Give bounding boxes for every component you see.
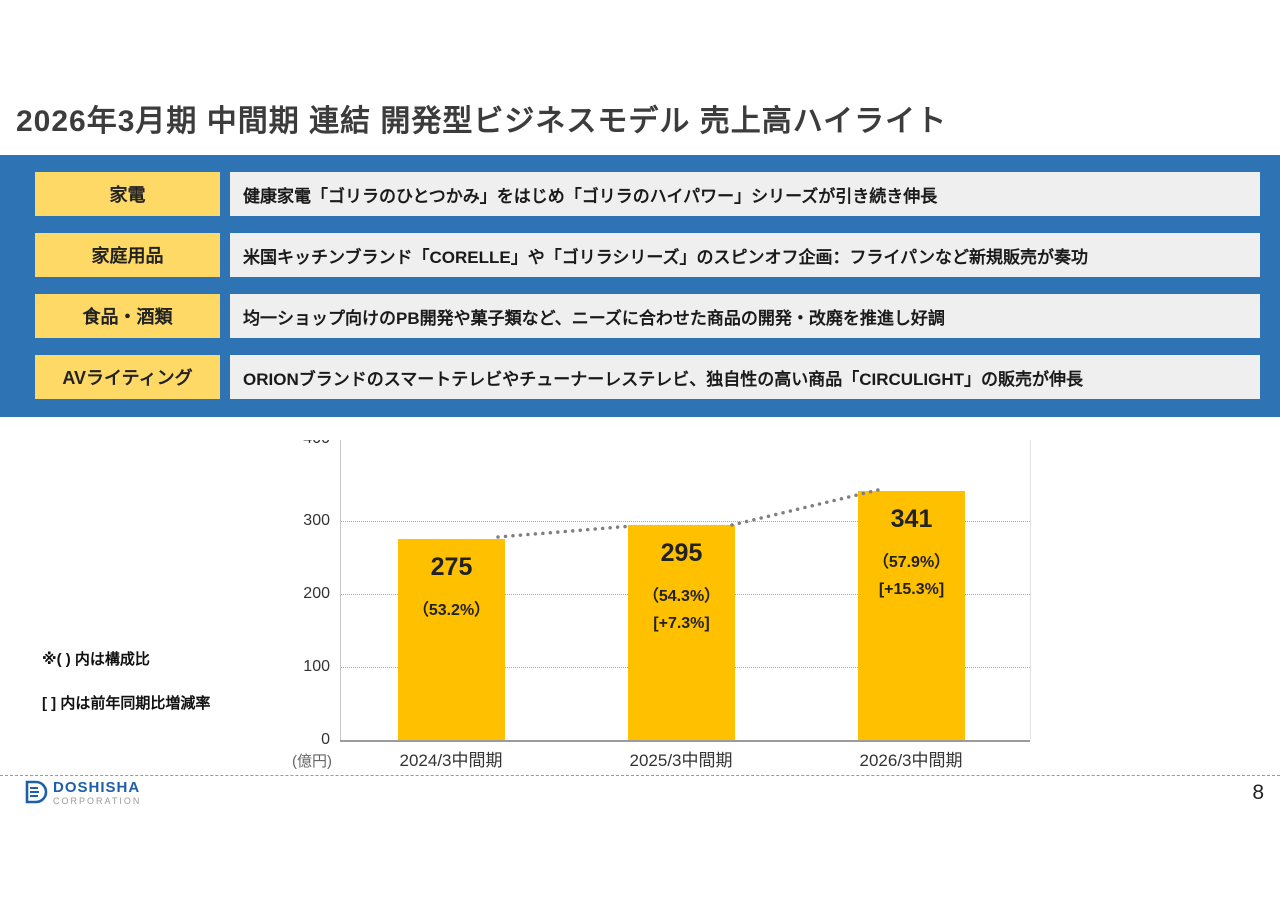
category-description: 均一ショップ向けのPB開発や菓子類など、ニーズに合わせた商品の開発・改廃を推進し…	[230, 294, 1260, 338]
note-yoy: [ ] 内は前年同期比増減率	[42, 695, 211, 712]
y-axis-line	[340, 440, 341, 740]
highlight-row-appliances: 家電 健康家電「ゴリラのひとつかみ」をはじめ「ゴリラのハイパワー」シリーズが引き…	[35, 172, 1260, 216]
plot-right-border	[1030, 440, 1031, 740]
y-axis-unit: (億円)	[292, 753, 332, 770]
footer-divider	[0, 775, 1280, 776]
x-axis-line	[340, 740, 1030, 742]
category-label: 家庭用品	[35, 233, 220, 277]
bar-share: （54.3%）	[642, 588, 721, 605]
page-title: 2026年3月期 中間期 連結 開発型ビジネスモデル 売上高ハイライト	[16, 105, 948, 138]
sales-bar-chart: 400 300 200 100 0 275 （53.2%） 295 （54.3%…	[280, 440, 1040, 775]
y-tick-300: 300	[303, 512, 330, 529]
logo-subtext: CORPORATION	[53, 795, 142, 806]
bar-yoy: [+15.3%]	[878, 581, 945, 598]
bar-2024: 275 （53.2%）	[398, 539, 505, 740]
bar-2026: 341 （57.9%） [+15.3%]	[858, 491, 965, 740]
note-composition: ※( ) 内は構成比	[42, 651, 150, 668]
category-label: AVライティング	[35, 355, 220, 399]
y-tick-400: 400	[280, 440, 330, 448]
bar-value: 341	[890, 505, 933, 533]
y-tick-100: 100	[303, 658, 330, 675]
doshisha-logo-icon	[24, 780, 48, 804]
page-number: 8	[1252, 781, 1264, 804]
bar-2025: 295 （54.3%） [+7.3%]	[628, 525, 735, 740]
logo-text-wrap: DOSHISHA CORPORATION	[53, 779, 142, 806]
category-description: 米国キッチンブランド「CORELLE」や「ゴリラシリーズ」のスピンオフ企画：フラ…	[230, 233, 1260, 277]
bar-value: 295	[660, 539, 703, 567]
x-label-2025: 2025/3中間期	[629, 751, 733, 770]
category-description: 健康家電「ゴリラのひとつかみ」をはじめ「ゴリラのハイパワー」シリーズが引き続き伸…	[230, 172, 1260, 216]
gridline-300	[340, 521, 1030, 522]
x-label-2024: 2024/3中間期	[399, 751, 503, 770]
highlight-row-av-lighting: AVライティング ORIONブランドのスマートテレビやチューナーレステレビ、独自…	[35, 355, 1260, 399]
logo-text: DOSHISHA	[53, 779, 141, 796]
bar-share: （57.9%）	[872, 554, 951, 571]
y-tick-0: 0	[321, 731, 330, 748]
highlight-row-food: 食品・酒類 均一ショップ向けのPB開発や菓子類など、ニーズに合わせた商品の開発・…	[35, 294, 1260, 338]
category-description: ORIONブランドのスマートテレビやチューナーレステレビ、独自性の高い商品「CI…	[230, 355, 1260, 399]
bar-yoy: [+7.3%]	[653, 615, 710, 632]
y-tick-200: 200	[303, 585, 330, 602]
x-label-2026: 2026/3中間期	[859, 751, 963, 770]
bar-value: 275	[430, 553, 473, 581]
category-label: 家電	[35, 172, 220, 216]
category-label: 食品・酒類	[35, 294, 220, 338]
bar-share: （53.2%）	[412, 602, 491, 619]
highlight-row-household: 家庭用品 米国キッチンブランド「CORELLE」や「ゴリラシリーズ」のスピンオフ…	[35, 233, 1260, 277]
highlights-banner: 家電 健康家電「ゴリラのひとつかみ」をはじめ「ゴリラのハイパワー」シリーズが引き…	[0, 155, 1280, 417]
doshisha-logo: DOSHISHA CORPORATION	[24, 779, 142, 806]
